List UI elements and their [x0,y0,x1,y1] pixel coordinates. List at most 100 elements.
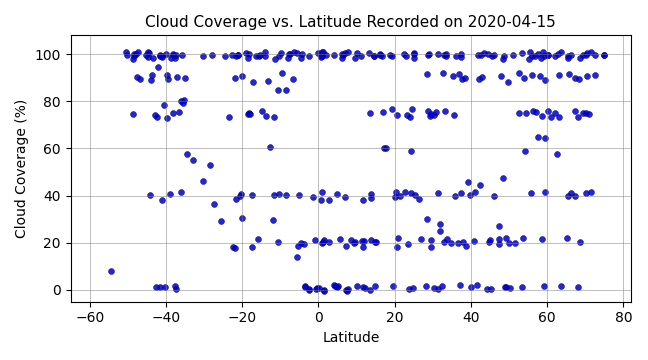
Point [318,237,329,243]
Point [582,50,592,56]
Y-axis label: Cloud Coverage (%): Cloud Coverage (%) [15,99,29,238]
Point [399,189,410,195]
Point [385,52,395,58]
Point [227,52,237,58]
Point [494,241,504,247]
Point [458,239,469,245]
Point [303,286,314,292]
Point [533,51,544,57]
Point [128,111,139,117]
Point [388,283,399,289]
Point [179,97,189,103]
Point [338,52,349,58]
Point [526,190,536,196]
Point [421,283,432,289]
Point [235,193,246,199]
Point [489,193,499,199]
Point [257,108,267,114]
Point [533,134,543,140]
Point [465,284,476,290]
Point [159,102,169,108]
Point [399,51,409,57]
Point [379,145,389,151]
Point [182,151,192,157]
Point [263,78,273,84]
Point [414,196,424,202]
Point [170,55,181,60]
Point [312,285,322,291]
Point [546,114,557,120]
Point [441,53,452,59]
Title: Cloud Coverage vs. Latitude Recorded on 2020-04-15: Cloud Coverage vs. Latitude Recorded on … [145,15,556,30]
Point [152,114,162,120]
Point [332,284,342,290]
Point [370,239,380,244]
Point [318,240,328,246]
Point [161,114,172,120]
Point [575,55,585,61]
Point [155,53,165,59]
Point [447,73,457,78]
Point [435,221,445,227]
Point [157,53,167,58]
Point [167,51,178,57]
Point [143,49,153,55]
Point [369,283,380,289]
Point [320,52,330,58]
Point [450,194,460,199]
Point [132,74,143,80]
Point [474,183,485,188]
Point [178,100,188,106]
Point [171,74,181,80]
Point [387,106,397,112]
Point [542,52,553,58]
Point [273,239,283,245]
Point [501,235,511,241]
Point [543,108,553,113]
Point [489,52,500,58]
Point [174,109,184,115]
Point [442,236,452,242]
Point [176,99,186,104]
Point [578,53,588,58]
Point [428,285,439,291]
Point [404,114,415,120]
Point [543,51,553,57]
Point [517,235,527,241]
Point [406,190,416,195]
Point [106,269,116,274]
Point [233,52,243,58]
Point [469,189,480,194]
Point [566,190,577,195]
Point [520,148,530,154]
Point [352,283,362,289]
Point [349,55,360,61]
Point [153,64,163,69]
Point [581,111,591,116]
Point [581,52,591,58]
Point [517,50,527,55]
Point [274,192,284,197]
Point [356,53,366,58]
Point [277,71,288,76]
Point [552,151,562,157]
Point [494,237,504,242]
Point [537,113,547,118]
Point [433,51,443,57]
Point [358,197,368,203]
Point [455,282,465,288]
Point [378,109,388,115]
Point [380,145,391,151]
Point [516,284,527,290]
Point [145,192,155,197]
Point [586,189,596,195]
Point [429,113,439,118]
Point [426,111,436,117]
Point [457,76,467,82]
Point [157,197,168,203]
Point [575,239,586,245]
Point [514,70,524,76]
Point [422,216,432,221]
Point [501,284,511,290]
Point [220,54,230,59]
